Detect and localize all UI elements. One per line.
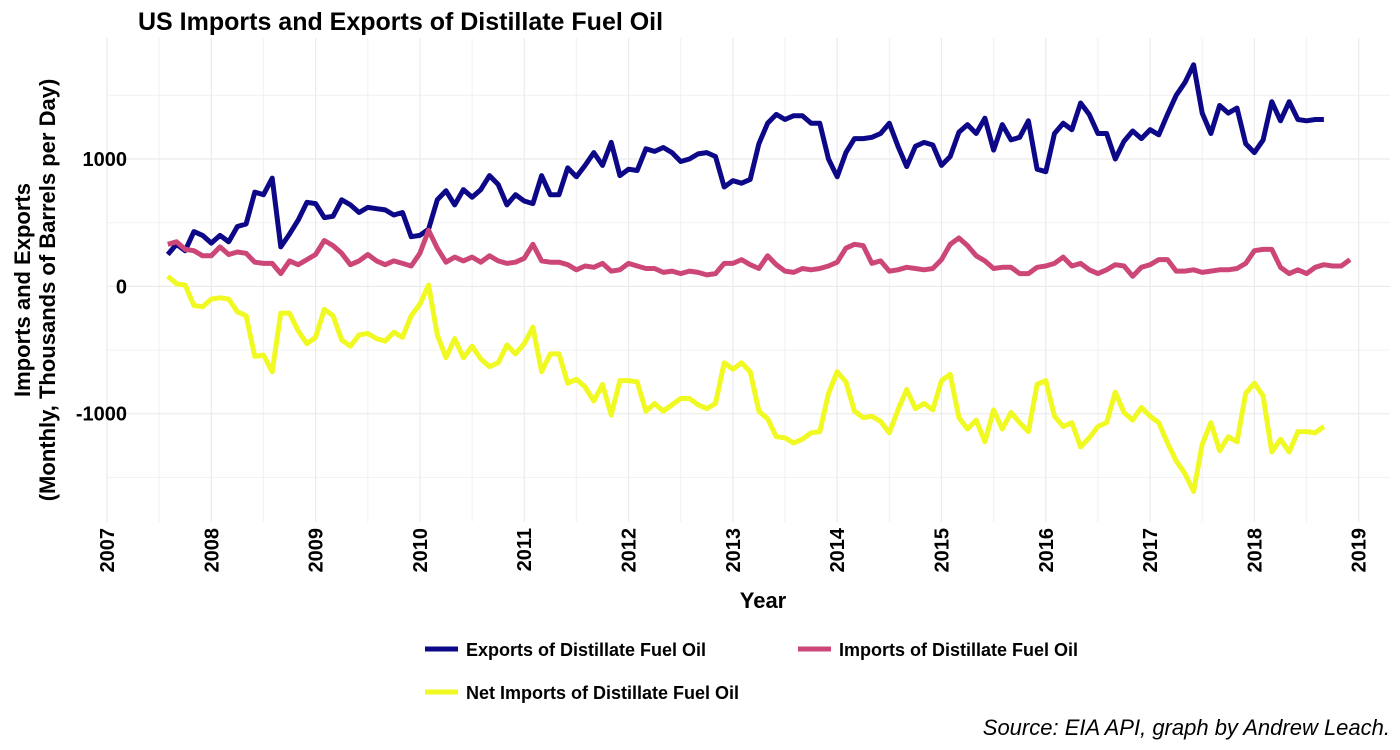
series-line-1 xyxy=(165,62,1324,257)
legend-label-3: Net Imports of Distillate Fuel Oil xyxy=(466,683,739,703)
x-tick-label: 2017 xyxy=(1140,528,1162,573)
y-axis-title-line1: Imports and Exports xyxy=(10,183,35,397)
x-tick-label: 2018 xyxy=(1244,528,1266,573)
series-line-2 xyxy=(167,227,1352,279)
x-tick-label: 2008 xyxy=(201,528,223,573)
series-line-3 xyxy=(166,274,1326,494)
y-axis-ticks: 1000 0 -1000 xyxy=(76,149,127,426)
x-tick-label: 2019 xyxy=(1349,528,1371,573)
y-axis-title-line2: (Monthly, Thousands of Barrels per Day) xyxy=(35,79,60,502)
chart-caption: Source: EIA API, graph by Andrew Leach. xyxy=(983,715,1390,740)
x-tick-label: 2012 xyxy=(619,528,641,573)
x-tick-label: 2009 xyxy=(306,528,328,573)
x-tick-label: 2014 xyxy=(827,527,849,572)
x-tick-label: 2010 xyxy=(410,528,432,573)
legend-label-2: Imports of Distillate Fuel Oil xyxy=(839,640,1078,660)
x-tick-label: 2007 xyxy=(97,528,119,573)
x-axis-title: Year xyxy=(740,588,787,613)
x-tick-label: 2013 xyxy=(723,528,745,573)
series-lines xyxy=(165,62,1352,494)
x-axis-ticks: 2007 2008 2009 2010 2011 2012 2013 2014 2015 2016… xyxy=(97,527,1371,572)
x-tick-label: 2015 xyxy=(931,528,953,573)
grid xyxy=(106,38,1390,522)
legend-label-1: Exports of Distillate Fuel Oil xyxy=(466,640,706,660)
chart-title: US Imports and Exports of Distillate Fue… xyxy=(138,8,663,36)
x-tick-label: 2016 xyxy=(1036,528,1058,573)
y-tick-label: 0 xyxy=(116,276,127,298)
legend: Exports of Distillate Fuel Oil Imports of… xyxy=(425,640,1078,703)
y-tick-label: 1000 xyxy=(83,149,128,171)
y-tick-label: -1000 xyxy=(76,404,127,426)
x-tick-label: 2011 xyxy=(514,528,536,571)
y-axis-title: Imports and Exports (Monthly, Thousands … xyxy=(10,79,60,502)
